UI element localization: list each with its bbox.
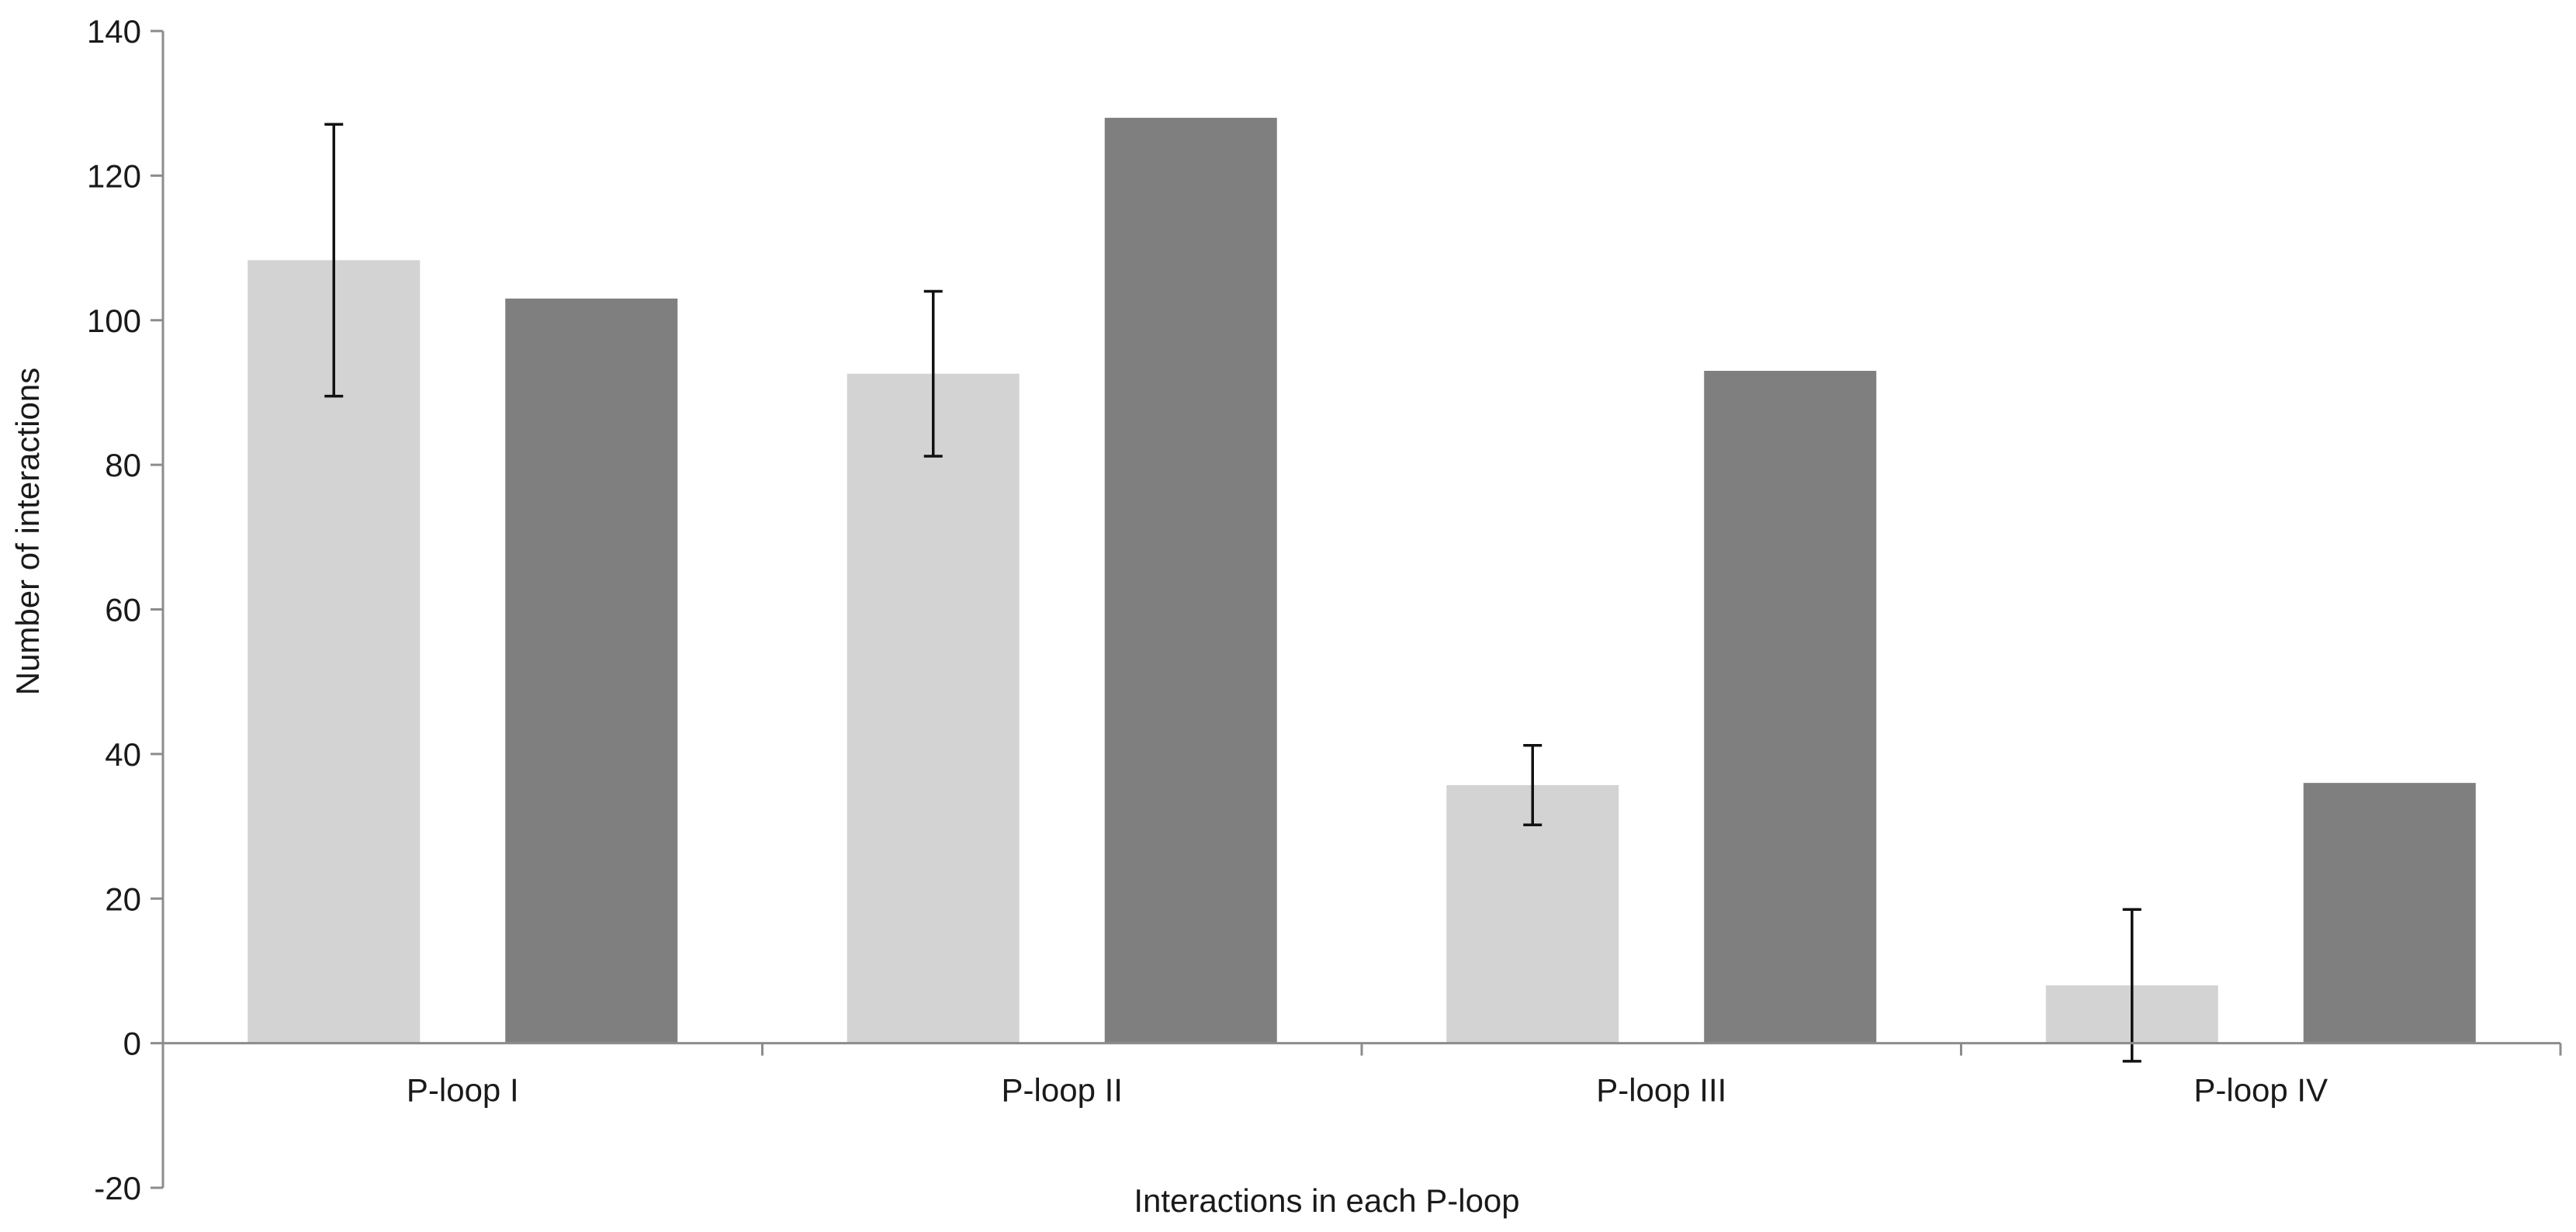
x-category-label: P-loop II [1002,1072,1123,1109]
axes-layer [151,29,2562,1189]
y-tick-label: 100 [87,303,141,339]
error-bar-p-loop-i [324,123,344,398]
y-tick-label: 60 [105,592,141,628]
y-tick-label: 0 [123,1026,141,1062]
y-tick-label: 20 [105,881,141,917]
x-category-label: P-loop IV [2193,1072,2328,1109]
y-axis-title: Number of interactions [9,368,46,696]
error-bars-layer [324,123,2141,1063]
bar-series-2-p-loop-iii [1704,370,1877,1043]
bars-layer [248,117,2476,1043]
x-category-label: P-loop III [1596,1072,1726,1109]
bar-series-1-p-loop-ii [847,373,1020,1043]
y-tick-label: 120 [87,157,141,194]
labels-layer: -20 0 20 40 60 80 100 120 140 P-loop I P-loop II P-… [87,13,2328,1206]
error-bar-p-loop-iii [1523,743,1542,826]
y-tick-label: 80 [105,447,141,483]
bar-series-2-p-loop-ii [1104,117,1277,1043]
bar-series-2-p-loop-i [505,298,678,1043]
bar-series-2-p-loop-iv [2303,783,2476,1043]
error-bar-p-loop-ii [923,289,943,458]
bar-series-1-p-loop-iii [1446,784,1619,1043]
y-tick-label: 40 [105,736,141,773]
y-tick-label: -20 [94,1170,141,1206]
x-category-label: P-loop I [407,1072,519,1109]
x-axis-title: Interactions in each P-loop [1134,1182,1519,1219]
y-tick-label: 140 [87,13,141,50]
error-bar-p-loop-iv [2122,908,2141,1063]
